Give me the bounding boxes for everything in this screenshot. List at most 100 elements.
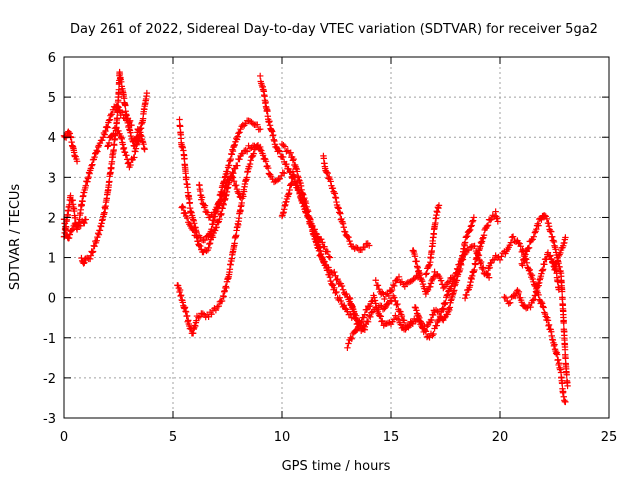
data-point (66, 231, 74, 238)
data-point (340, 224, 347, 231)
data-point (235, 130, 242, 137)
data-point (435, 202, 443, 209)
data-point (530, 233, 537, 240)
data-point (422, 328, 430, 335)
y-tick-label: 4 (48, 131, 56, 146)
data-point (364, 318, 372, 326)
data-point (528, 272, 536, 279)
data-point (89, 249, 96, 256)
data-point (235, 190, 243, 197)
data-point (367, 313, 374, 321)
data-point (443, 292, 451, 299)
data-point (525, 244, 533, 251)
data-point (368, 309, 375, 316)
data-point (416, 317, 423, 324)
data-point (265, 170, 273, 177)
data-point (538, 298, 545, 306)
data-point (378, 318, 385, 325)
data-point (391, 294, 398, 301)
data-point (236, 129, 243, 136)
data-point (233, 181, 240, 189)
data-point (352, 315, 360, 323)
data-point (546, 252, 554, 260)
data-point (347, 334, 354, 341)
data-point (143, 89, 151, 97)
data-point (246, 160, 254, 168)
series-arc-5 (104, 89, 151, 171)
data-point (539, 303, 547, 310)
data-point (553, 260, 560, 267)
data-point (230, 178, 238, 185)
data-point (89, 161, 96, 168)
data-point (489, 212, 496, 219)
data-point (199, 310, 206, 317)
data-point (336, 294, 343, 301)
data-point (259, 152, 267, 159)
series-arc-18 (409, 214, 478, 335)
data-point (110, 130, 117, 137)
data-point (257, 126, 264, 133)
data-point (363, 318, 371, 325)
data-point (106, 116, 113, 123)
data-point (525, 267, 533, 274)
x-tick-label: 5 (169, 430, 177, 445)
data-point (295, 187, 302, 194)
data-point (331, 268, 338, 276)
data-point (276, 148, 284, 155)
series-arc-7 (174, 141, 288, 337)
data-point (419, 278, 426, 285)
data-point (527, 270, 534, 278)
data-point (363, 306, 371, 313)
data-point (480, 232, 488, 239)
data-point (208, 226, 215, 233)
data-point (237, 194, 244, 201)
data-point (93, 237, 100, 244)
data-point (401, 283, 409, 290)
data-point (538, 300, 546, 307)
data-point (351, 311, 358, 318)
data-point (215, 302, 222, 310)
data-point (542, 313, 549, 320)
data-point (526, 266, 533, 273)
data-point (250, 150, 257, 157)
data-point (249, 153, 256, 160)
y-tick-label: 2 (48, 211, 56, 226)
data-point (515, 288, 523, 296)
data-point (204, 209, 212, 216)
data-point (298, 196, 305, 203)
series-arc-20 (422, 202, 443, 278)
x-tick-label: 15 (383, 430, 400, 445)
data-point (236, 193, 244, 200)
data-point (361, 243, 369, 251)
data-point (201, 236, 209, 244)
data-point (386, 319, 393, 326)
data-point (223, 179, 230, 187)
data-point (501, 293, 508, 301)
data-point (206, 231, 213, 238)
data-point (73, 158, 81, 165)
data-point (81, 219, 88, 227)
data-point (440, 284, 447, 292)
data-point (121, 149, 129, 156)
data-point (127, 161, 134, 169)
data-point (387, 288, 395, 295)
data-point (515, 239, 522, 247)
data-point (264, 164, 272, 172)
data-point (279, 169, 286, 176)
data-point (439, 305, 446, 312)
data-point (242, 120, 249, 127)
data-point (465, 246, 472, 254)
data-point (388, 286, 396, 294)
x-tick-label: 10 (274, 430, 291, 445)
data-point (519, 246, 526, 254)
data-point (294, 182, 301, 189)
data-point (321, 258, 328, 265)
data-point (230, 142, 238, 149)
data-point (441, 301, 448, 308)
data-point (291, 178, 299, 185)
data-point (288, 180, 295, 187)
data-point (507, 239, 515, 246)
data-point (361, 323, 369, 331)
series-arc-25 (546, 234, 569, 271)
data-point (186, 199, 194, 206)
